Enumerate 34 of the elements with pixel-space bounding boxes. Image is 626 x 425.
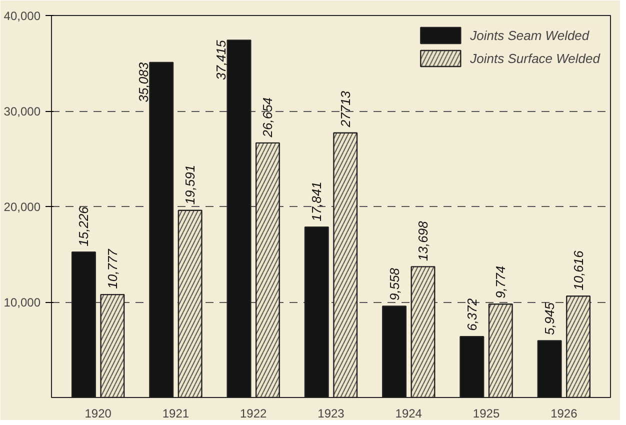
x-tick-label: 1924 — [395, 406, 422, 420]
y-tick-label: 30,000 — [4, 104, 41, 118]
bar — [537, 340, 562, 398]
x-tick-label: 1922 — [240, 406, 268, 420]
bar — [149, 62, 174, 398]
data-label: 37,415 — [214, 39, 229, 80]
x-tick-label: 1926 — [550, 406, 578, 420]
legend-label: Joints Surface Welded — [470, 50, 600, 66]
data-label: 27713 — [338, 90, 353, 128]
data-label: 6,372 — [464, 298, 480, 331]
data-label: 5,945 — [542, 302, 558, 335]
x-tick-label: 1925 — [472, 406, 500, 420]
data-label: 9,774 — [493, 266, 508, 298]
data-label: 35,083 — [136, 62, 151, 102]
data-label: 9,558 — [386, 267, 402, 300]
data-label: 10,777 — [104, 248, 120, 289]
data-label: 26,654 — [260, 97, 276, 138]
data-label: 10,616 — [570, 250, 586, 290]
legend-label: Joints Seam Welded — [470, 28, 590, 42]
data-label: 13,698 — [416, 220, 430, 261]
bar — [460, 336, 484, 398]
y-tick-label: 10,000 — [4, 296, 41, 310]
data-label: 17,841 — [309, 182, 324, 222]
data-label: 15,226 — [76, 206, 92, 246]
x-tick-label: 1920 — [84, 406, 112, 420]
y-tick-label: 20,000 — [4, 200, 41, 214]
x-tick-label: 1921 — [162, 406, 190, 420]
x-tick-label: 1923 — [318, 406, 345, 420]
data-label: 19,591 — [182, 164, 198, 205]
y-tick-label: 40,000 — [4, 9, 41, 23]
bar — [226, 40, 252, 398]
bar — [71, 251, 96, 398]
bar — [304, 226, 329, 398]
bar — [382, 306, 407, 398]
